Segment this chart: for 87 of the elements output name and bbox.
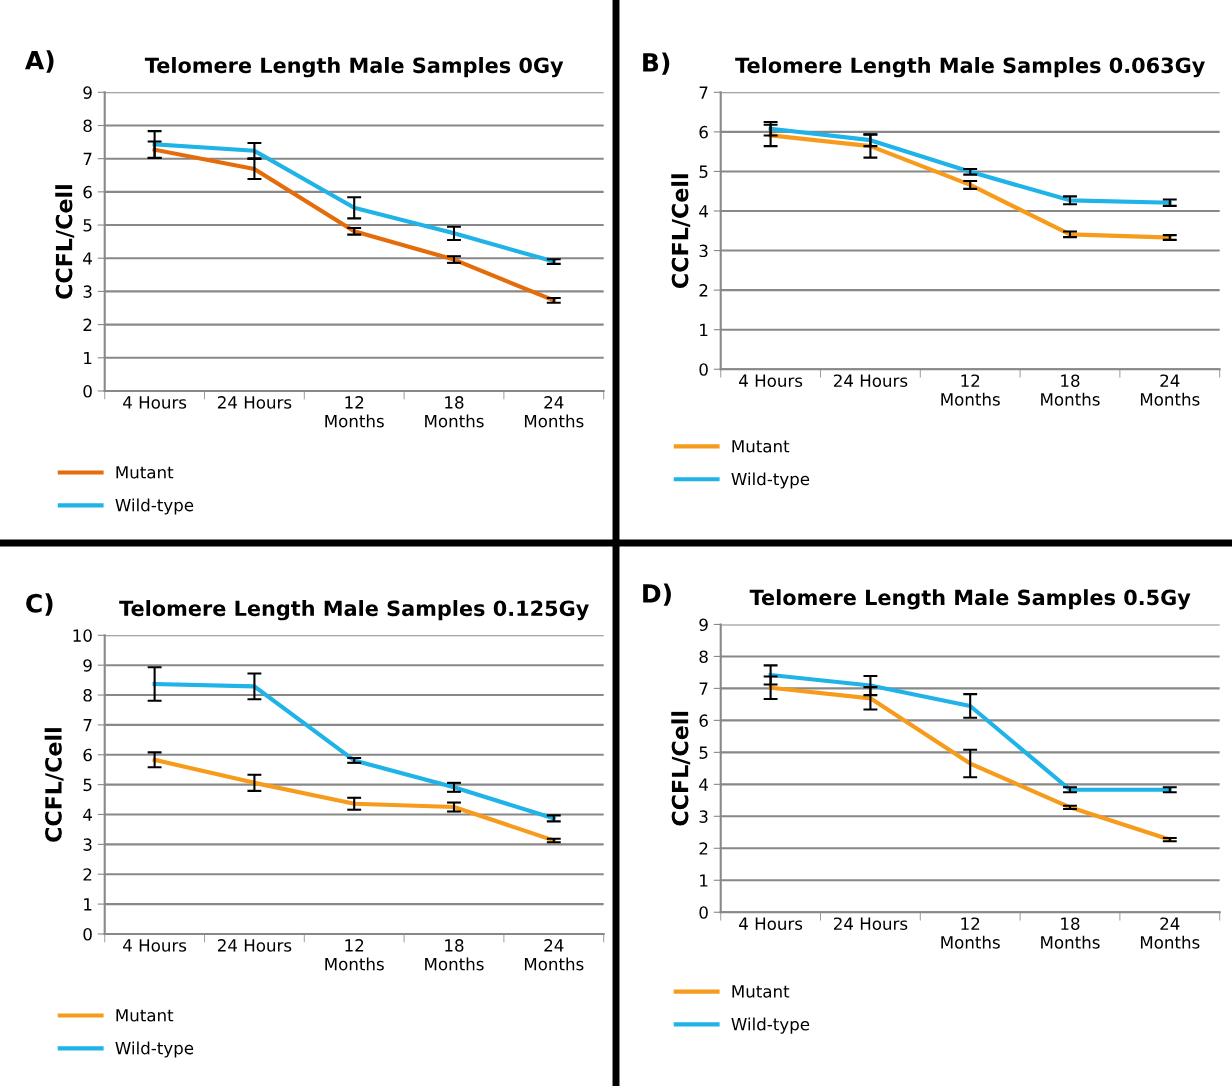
text: D) bbox=[643, 583, 671, 606]
chart-title: Telomere Length Male Samples 0.063Gy bbox=[735, 57, 1205, 78]
line-series bbox=[768, 672, 1172, 792]
legend-label: Wild-type bbox=[731, 472, 810, 489]
y-tick-label: 2 bbox=[83, 868, 92, 881]
x-tick-label: 4 Hours bbox=[739, 374, 803, 387]
y-tick-label: 1 bbox=[700, 874, 708, 887]
y-tick-label: 2 bbox=[699, 842, 708, 855]
y-tick-label: 7 bbox=[83, 152, 92, 166]
y-axis-title: CCFL/Cell bbox=[671, 174, 691, 289]
y-tick-label: 4 bbox=[83, 252, 92, 265]
y-tick-label: 3 bbox=[699, 810, 708, 823]
y-tick-label: 9 bbox=[83, 86, 92, 99]
y-axis-title: CCFL/Cell bbox=[671, 711, 691, 826]
legend-label: Wild-type bbox=[115, 498, 194, 515]
y-tick-label: 2 bbox=[699, 284, 708, 297]
y-tick-label: 5 bbox=[83, 219, 92, 232]
x-tick-label: 18 Months bbox=[1041, 917, 1100, 949]
x-tick-label: 24 Hours bbox=[217, 939, 292, 952]
y-tick-label: 4 bbox=[83, 808, 92, 821]
y-tick-label: 7 bbox=[699, 86, 708, 99]
x-tick-label: 24 Months bbox=[1140, 917, 1200, 949]
y-tick-label: 7 bbox=[699, 682, 708, 695]
x-tick-label: 18 Months bbox=[425, 396, 484, 428]
y-tick-label: 8 bbox=[83, 689, 92, 702]
y-tick-label: 6 bbox=[699, 714, 708, 727]
line-series bbox=[768, 126, 1172, 205]
legend-label: Mutant bbox=[116, 1009, 174, 1022]
line-series bbox=[152, 757, 556, 843]
y-tick-label: 9 bbox=[699, 618, 708, 632]
y-tick-label: 8 bbox=[699, 650, 708, 663]
x-tick-label: 12 Months bbox=[941, 374, 1000, 406]
y-axis-title: CCFL/Cell bbox=[44, 728, 64, 842]
x-tick-label: 18 Months bbox=[1041, 374, 1100, 406]
y-tick-label: 0 bbox=[83, 384, 92, 398]
text: A) bbox=[25, 50, 54, 73]
x-tick-label: 24 Hours bbox=[833, 917, 908, 930]
y-tick-label: 6 bbox=[699, 125, 708, 139]
y-tick-label: 3 bbox=[83, 285, 92, 298]
y-tick-label: 1 bbox=[84, 898, 92, 911]
y-tick-label: 4 bbox=[699, 778, 708, 791]
x-tick-label: 24 Hours bbox=[833, 374, 908, 387]
line-series bbox=[768, 133, 1172, 240]
y-tick-label: 0 bbox=[699, 906, 708, 919]
line-series bbox=[152, 142, 556, 264]
x-tick-label: 12 Months bbox=[325, 396, 384, 428]
y-tick-label: 5 bbox=[83, 778, 92, 792]
y-tick-label: 6 bbox=[83, 748, 92, 762]
x-tick-label: 24 Hours bbox=[217, 396, 292, 409]
legend-label: Mutant bbox=[116, 466, 174, 479]
y-tick-label: 5 bbox=[699, 165, 708, 178]
line-series bbox=[768, 685, 1172, 842]
y-axis-title: CCFL/Cell bbox=[55, 185, 75, 299]
y-tick-label: 7 bbox=[83, 719, 92, 732]
line-series bbox=[152, 147, 556, 303]
chart-title: Telomere Length Male Samples 0Gy bbox=[144, 57, 564, 78]
chart-title: Telomere Length Male Samples 0.125Gy bbox=[119, 600, 589, 621]
x-tick-label: 24 Months bbox=[1140, 374, 1200, 406]
y-tick-label: 0 bbox=[83, 927, 92, 941]
y-tick-label: 8 bbox=[83, 119, 92, 133]
y-tick-label: 5 bbox=[699, 746, 708, 759]
y-tick-label: 4 bbox=[699, 205, 708, 218]
y-tick-label: 3 bbox=[83, 838, 92, 851]
x-tick-label: 24 Months bbox=[524, 396, 584, 428]
y-tick-label: 2 bbox=[83, 318, 92, 331]
x-tick-label: 24 Months bbox=[524, 939, 584, 971]
x-tick-label: 18 Months bbox=[425, 939, 484, 971]
x-tick-label: 4 Hours bbox=[739, 917, 803, 930]
x-tick-label: 4 Hours bbox=[123, 396, 187, 409]
text: C) bbox=[26, 593, 53, 616]
y-tick-label: 9 bbox=[83, 659, 92, 672]
chart-title: Telomere Length Male Samples 0.5Gy bbox=[749, 589, 1191, 610]
y-tick-label: 1 bbox=[84, 351, 92, 365]
legend-label: Wild-type bbox=[115, 1041, 194, 1058]
y-tick-label: 3 bbox=[699, 244, 708, 258]
y-tick-label: 1 bbox=[700, 323, 708, 337]
text: B) bbox=[643, 52, 670, 75]
legend-label: Wild-type bbox=[731, 1017, 810, 1034]
y-tick-label: 6 bbox=[83, 185, 92, 199]
x-tick-label: 12 Months bbox=[325, 939, 384, 971]
line-series bbox=[152, 681, 556, 821]
legend-label: Mutant bbox=[732, 985, 790, 998]
x-tick-label: 12 Months bbox=[941, 917, 1000, 949]
y-tick-label: 10 bbox=[73, 629, 92, 642]
y-tick-label: 0 bbox=[699, 363, 708, 376]
x-tick-label: 4 Hours bbox=[123, 939, 187, 952]
legend-label: Mutant bbox=[732, 440, 790, 453]
